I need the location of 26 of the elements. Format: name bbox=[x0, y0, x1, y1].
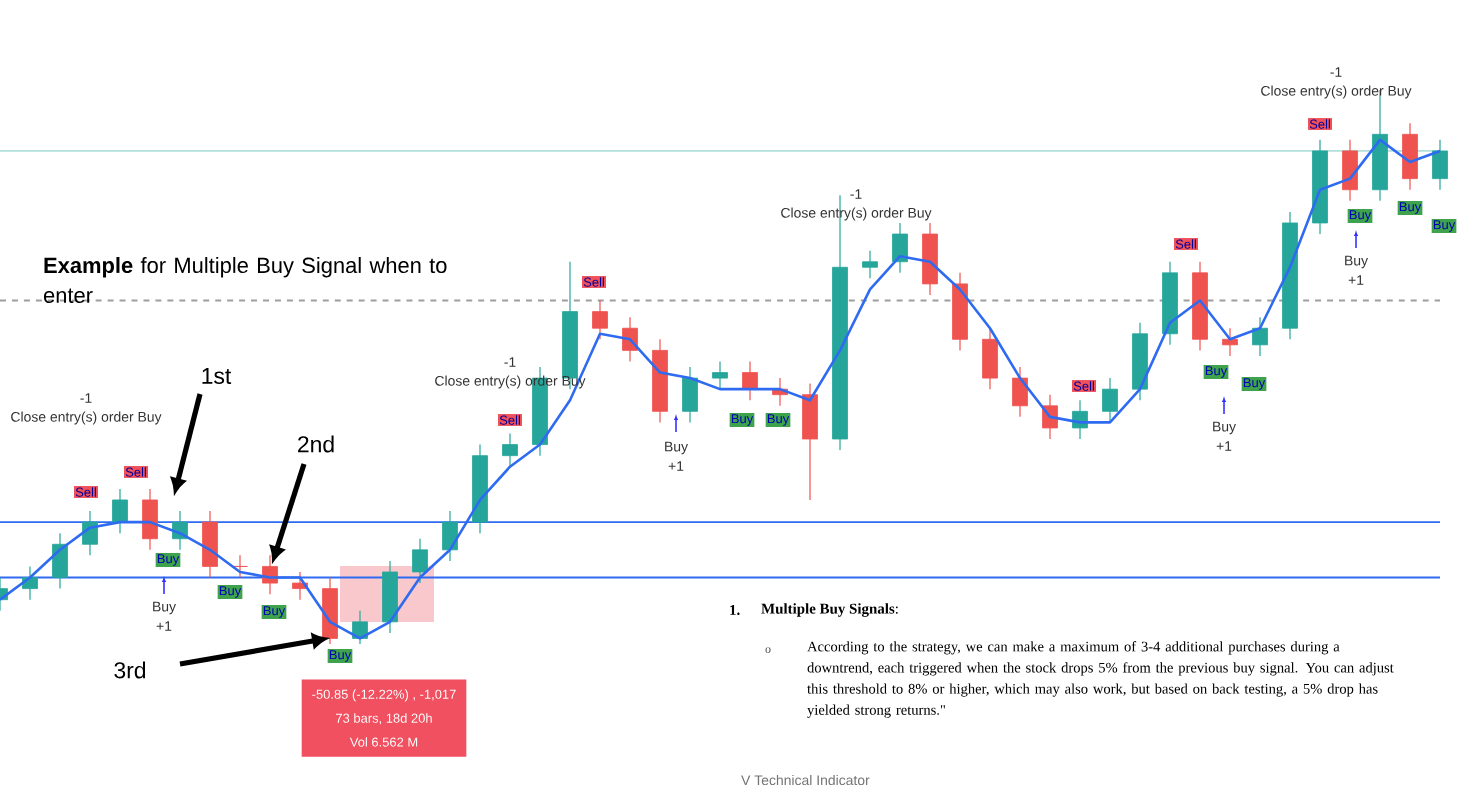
candlestick bbox=[1102, 377, 1118, 423]
candlestick bbox=[982, 327, 998, 390]
candlestick bbox=[802, 383, 818, 501]
candlestick bbox=[202, 510, 218, 579]
annotation: 1st bbox=[202, 368, 232, 384]
candlestick bbox=[862, 250, 878, 279]
candlestick bbox=[682, 366, 698, 423]
candlestick bbox=[712, 360, 728, 390]
candlestick bbox=[1012, 366, 1028, 418]
candlestick bbox=[892, 222, 908, 274]
candlestick bbox=[1432, 139, 1448, 191]
candlestick bbox=[502, 432, 518, 468]
candlestick bbox=[592, 299, 608, 340]
candlestick bbox=[1222, 327, 1238, 357]
annotation: 2nd bbox=[298, 435, 334, 453]
candlestick bbox=[52, 532, 68, 590]
candlestick bbox=[1342, 139, 1358, 202]
candlestick bbox=[742, 360, 758, 401]
text: 3rd bbox=[114, 661, 146, 679]
candlestick bbox=[112, 488, 128, 534]
candlestick bbox=[412, 538, 428, 584]
candlestick bbox=[442, 510, 458, 562]
candlestick bbox=[142, 488, 158, 551]
text: Example for Multiple Buy Signal when to enter bbox=[43, 257, 447, 303]
candlestick bbox=[1252, 316, 1268, 357]
candlestick bbox=[1402, 122, 1418, 191]
